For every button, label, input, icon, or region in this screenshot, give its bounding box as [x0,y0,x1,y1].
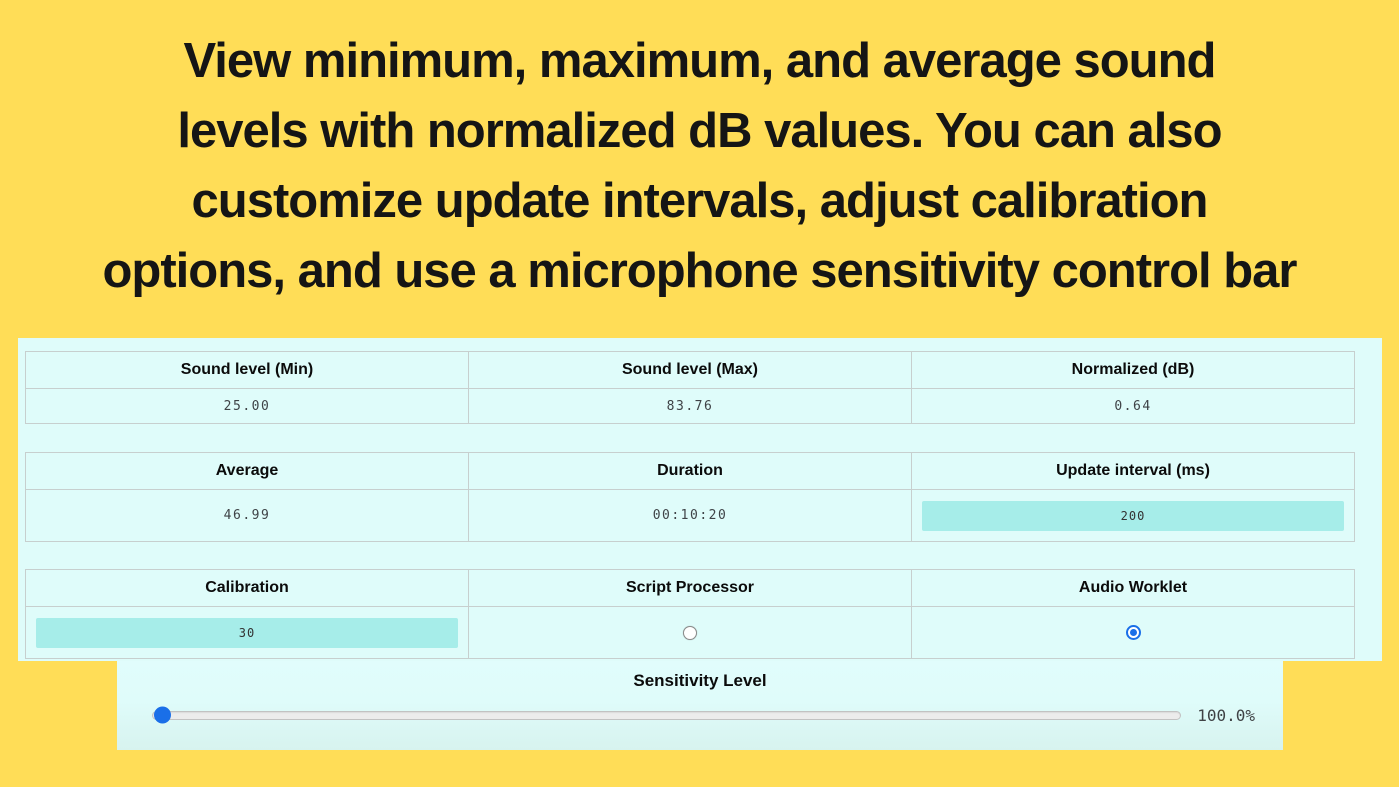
header-row: Calibration Script Processor Audio Workl… [26,570,1354,606]
calibration-cell [26,607,468,658]
audio-worklet-radio[interactable] [1125,625,1141,640]
audio-worklet-header: Audio Worklet [911,570,1354,606]
calibration-header: Calibration [205,579,289,596]
stats-section-levels: Sound level (Min) Sound level (Max) Norm… [25,351,1355,424]
update-interval-header: Update interval (ms) [911,453,1354,489]
sensitivity-slider-thumb[interactable] [154,706,171,724]
normalized-db-value: 0.64 [911,389,1354,423]
duration-header: Duration [468,453,911,489]
value-row: 46.99 00:10:20 [26,489,1354,541]
update-interval-cell [911,490,1354,541]
value-row: 25.00 83.76 0.64 [26,388,1354,423]
sound-level-min-header: Sound level (Min) [180,361,314,378]
stats-section-timing: Average Duration Update interval (ms) 46… [25,452,1355,542]
duration-value: 00:10:20 [468,490,911,541]
sensitivity-slider[interactable] [152,706,1182,724]
audio-worklet-cell [911,607,1354,658]
sensitivity-panel: Sensitivity Level 100.0% [117,661,1283,750]
sound-level-min-value: 25.00 [223,398,271,414]
update-interval-input[interactable] [922,500,1344,531]
sensitivity-title: Sensitivity Level [633,671,767,690]
script-processor-radio[interactable] [683,625,697,640]
page-headline: View minimum, maximum, and average sound… [102,34,1298,298]
header-row: Average Duration Update interval (ms) [26,453,1354,489]
sound-level-max-header: Sound level (Max) [468,352,911,388]
average-value: 46.99 [223,508,271,523]
value-row [26,606,1354,658]
sensitivity-value: 100.0% [1197,705,1255,725]
script-processor-cell [468,607,911,658]
stats-panel: Sound level (Min) Sound level (Max) Norm… [18,338,1382,661]
header-row: Sound level (Min) Sound level (Max) Norm… [26,352,1354,388]
stats-section-processing: Calibration Script Processor Audio Workl… [25,569,1355,659]
normalized-db-header: Normalized (dB) [911,352,1354,388]
sound-level-max-value: 83.76 [468,389,911,423]
average-header: Average [215,462,279,479]
script-processor-header: Script Processor [468,570,911,606]
calibration-input[interactable] [36,617,458,648]
sensitivity-slider-row: 100.0% [152,703,1255,727]
